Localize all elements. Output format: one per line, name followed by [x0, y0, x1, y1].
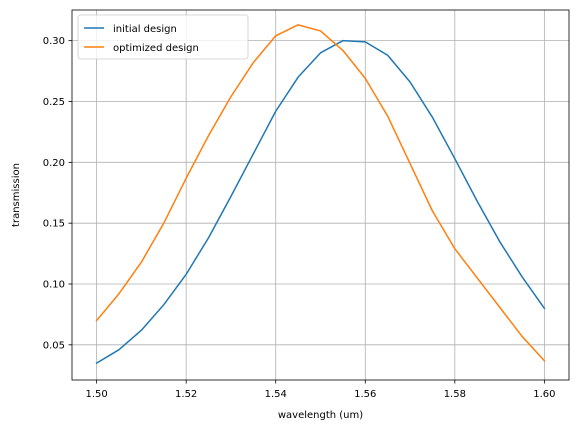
grid [72, 10, 569, 380]
plot-area [72, 10, 569, 380]
y-tick-label: 0.20 [43, 158, 65, 169]
x-axis-ticks: 1.50 1.52 1.54 1.56 1.58 1.60 [85, 380, 556, 400]
legend: initial design optimized design [77, 14, 249, 60]
y-tick-label: 0.10 [43, 280, 65, 291]
legend-box [77, 14, 249, 60]
y-tick-label: 0.30 [43, 36, 65, 47]
legend-label: initial design [113, 24, 177, 35]
x-axis-label: wavelength (um) [278, 410, 363, 421]
legend-label: optimized design [113, 43, 199, 54]
axes-frame [71, 9, 570, 381]
y-tick-label: 0.05 [43, 340, 65, 351]
x-tick-label: 1.60 [533, 389, 555, 400]
x-tick-label: 1.56 [354, 389, 376, 400]
series-lines [95, 24, 546, 365]
x-tick-label: 1.50 [85, 389, 107, 400]
y-tick-label: 0.15 [43, 219, 65, 230]
y-axis-label: transmission [11, 163, 22, 227]
x-tick-label: 1.52 [175, 389, 197, 400]
y-axis-ticks: 0.05 0.10 0.15 0.20 0.25 0.30 [43, 36, 72, 351]
y-tick-label: 0.25 [43, 97, 65, 108]
x-tick-label: 1.58 [444, 389, 466, 400]
x-tick-label: 1.54 [265, 389, 287, 400]
